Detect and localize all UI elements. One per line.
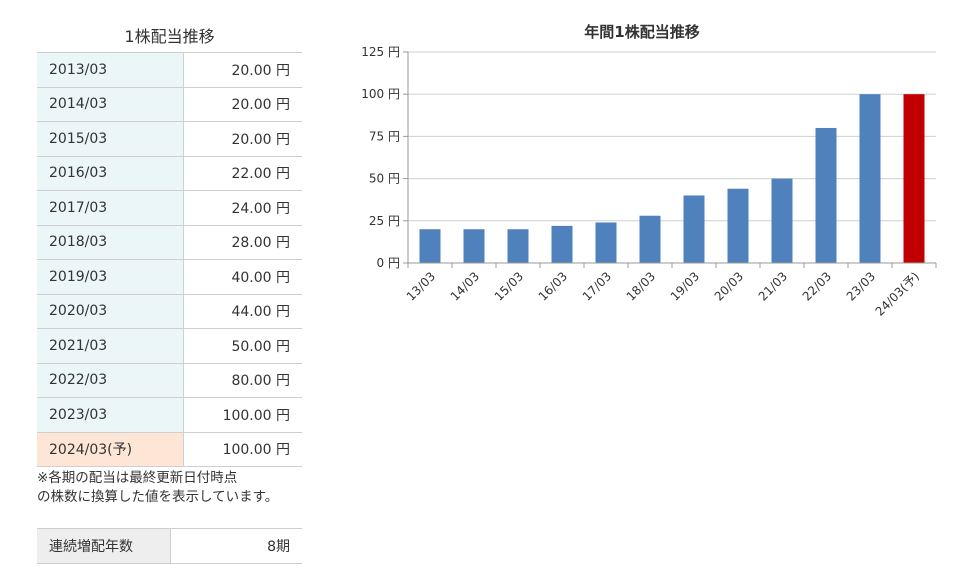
y-tick-label: 125 円 <box>361 45 400 59</box>
axes: 0 円 25 円 50 円 75 円 100 円 125 円 13/03 14/03 15/03… <box>361 45 937 319</box>
dividend-row: 2023/03 100.00 円 <box>37 397 302 433</box>
bar <box>815 127 837 264</box>
x-tick-label: 23/03 <box>844 269 878 303</box>
dividend-note: ※各期の配当は最終更新日付時点 の株数に換算した値を表示しています。 <box>37 469 302 507</box>
gridlines <box>408 51 936 222</box>
dividend-amount: 20.00 円 <box>183 86 302 122</box>
dividend-amount: 28.00 円 <box>183 224 302 260</box>
bar <box>727 188 749 263</box>
dividend-amount: 80.00 円 <box>183 362 302 398</box>
dividend-table-title: 1株配当推移 <box>124 27 215 46</box>
dividend-table-panel: 1株配当推移 2013/03 20.00 円 2014/03 20.00 円 2015/… <box>37 24 302 564</box>
x-tick-label: 13/03 <box>404 269 438 303</box>
x-tick-label: 21/03 <box>756 269 790 303</box>
note-line-1: ※各期の配当は最終更新日付時点 <box>37 470 238 486</box>
dividend-row: 2022/03 80.00 円 <box>37 362 302 398</box>
x-tick-label: 24/03(予) <box>873 269 922 318</box>
dividend-period: 2020/03 <box>37 293 184 329</box>
x-tick-label: 20/03 <box>712 269 746 303</box>
y-tick-label: 25 円 <box>369 214 400 228</box>
dividend-period: 2021/03 <box>37 328 184 364</box>
dividend-row: 2016/03 22.00 円 <box>37 155 302 191</box>
streak-label: 連続増配年数 <box>37 528 171 564</box>
bar <box>771 178 793 263</box>
dividend-period: 2023/03 <box>37 397 184 433</box>
dividend-amount: 44.00 円 <box>183 293 302 329</box>
x-tick-label: 15/03 <box>492 269 526 303</box>
note-line-2: の株数に換算した値を表示しています。 <box>37 489 279 505</box>
x-tick-label: 19/03 <box>668 269 702 303</box>
dividend-period: 2015/03 <box>37 121 184 157</box>
streak-value: 8期 <box>170 528 302 564</box>
bar <box>639 215 661 263</box>
bar <box>859 94 881 263</box>
bar <box>683 195 705 263</box>
bar <box>419 229 441 263</box>
dividend-row: 2013/03 20.00 円 <box>37 52 302 88</box>
bar <box>595 222 617 263</box>
dividend-row: 2024/03(予) 100.00 円 <box>37 431 302 467</box>
y-tick-label: 100 円 <box>361 87 400 101</box>
dividend-period: 2017/03 <box>37 190 184 226</box>
dividend-row: 2020/03 44.00 円 <box>37 293 302 329</box>
dividend-row: 2017/03 24.00 円 <box>37 190 302 226</box>
dividend-period: 2019/03 <box>37 259 184 295</box>
streak-row: 連続増配年数 8期 <box>37 528 302 564</box>
dividend-period: 2013/03 <box>37 52 184 88</box>
dividend-period: 2024/03(予) <box>37 431 184 467</box>
x-tick-label: 17/03 <box>580 269 614 303</box>
x-tick-label: 14/03 <box>448 269 482 303</box>
x-tick-label: 16/03 <box>536 269 570 303</box>
bar <box>507 229 529 263</box>
dividend-amount: 50.00 円 <box>183 328 302 364</box>
x-tick-label: 22/03 <box>800 269 834 303</box>
dividend-amount: 100.00 円 <box>183 431 302 467</box>
chart-title: 年間1株配当推移 <box>584 23 699 41</box>
dividend-amount: 22.00 円 <box>183 155 302 191</box>
bars <box>419 94 925 264</box>
dividend-row: 2014/03 20.00 円 <box>37 86 302 122</box>
dividend-row: 2018/03 28.00 円 <box>37 224 302 260</box>
x-tick-label: 18/03 <box>624 269 658 303</box>
y-tick-label: 50 円 <box>369 172 400 186</box>
dividend-row: 2021/03 50.00 円 <box>37 328 302 364</box>
dividend-period: 2022/03 <box>37 362 184 398</box>
dividend-amount: 20.00 円 <box>183 121 302 157</box>
dividend-row: 2019/03 40.00 円 <box>37 259 302 295</box>
dividend-row: 2015/03 20.00 円 <box>37 121 302 157</box>
dividend-amount: 100.00 円 <box>183 397 302 433</box>
y-tick-label: 75 円 <box>369 129 400 143</box>
y-tick-label: 0 円 <box>377 256 400 270</box>
dividend-period: 2018/03 <box>37 224 184 260</box>
bar-forecast <box>903 94 925 263</box>
dividend-amount: 20.00 円 <box>183 52 302 88</box>
bar <box>463 229 485 263</box>
dividend-amount: 24.00 円 <box>183 190 302 226</box>
dividend-amount: 40.00 円 <box>183 259 302 295</box>
bar <box>551 225 573 263</box>
dividend-period: 2016/03 <box>37 155 184 191</box>
dividend-chart-svg: 年間1株配当推移 0 円 25 円 50 円 75 円 100 円 125 円 13/03 1… <box>361 23 937 319</box>
dividend-table: 2013/03 20.00 円 2014/03 20.00 円 2015/03 20.00… <box>37 52 302 467</box>
dividend-period: 2014/03 <box>37 86 184 122</box>
dividend-streak-table: 連続増配年数 8期 <box>37 528 302 564</box>
dividend-chart: 年間1株配当推移 0 円 25 円 50 円 75 円 100 円 125 円 13/03 1… <box>330 16 950 346</box>
